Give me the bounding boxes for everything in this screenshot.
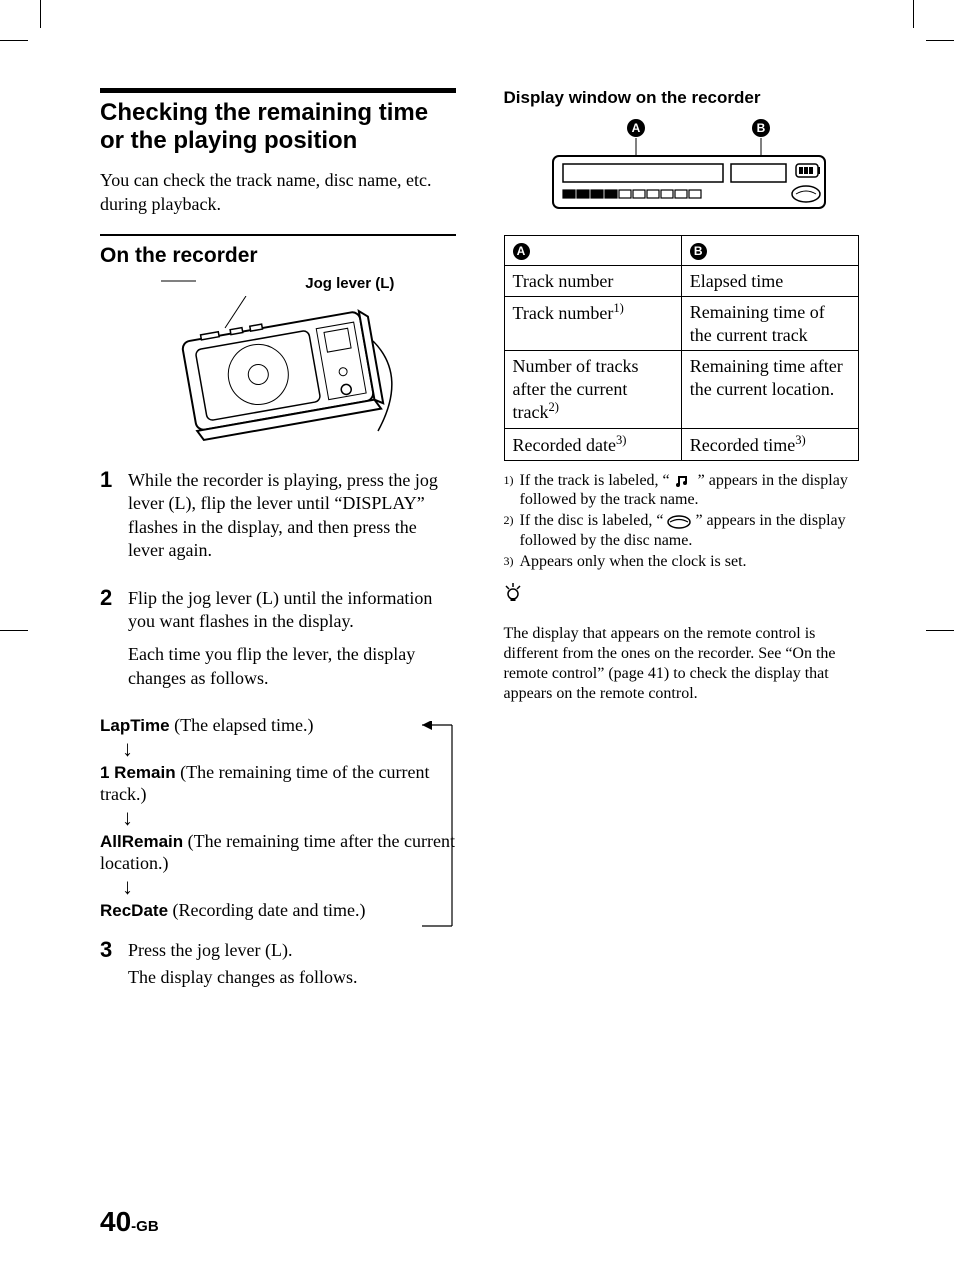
cell-b: Elapsed time <box>681 265 858 297</box>
step-text: The display changes as follows. <box>128 966 357 989</box>
footnote-mark: 1) <box>504 471 520 509</box>
table-row: Recorded date3) Recorded time3) <box>504 428 859 461</box>
mode-1remain: 1 Remain (The remaining time of the curr… <box>100 761 456 806</box>
tip-lightbulb-icon <box>504 583 860 608</box>
page-number-value: 40 <box>100 1206 131 1237</box>
svg-text:B: B <box>757 121 766 135</box>
main-heading: Checking the remaining time or the playi… <box>100 99 456 154</box>
footnote-3: 3) Appears only when the clock is set. <box>504 552 860 571</box>
table-row: Track number1) Remaining time of the cur… <box>504 297 859 351</box>
table-header-row: A B <box>504 236 859 266</box>
cell-b: Remaining time after the current locatio… <box>681 351 858 429</box>
down-arrow-icon: ↓ <box>122 876 456 898</box>
footnote-2: 2) If the disc is labeled, “ ” appears i… <box>504 511 860 549</box>
footnote-text: Appears only when the clock is set. <box>520 552 747 571</box>
display-window-illustration: A B <box>504 116 860 221</box>
footnote-text: If the disc is labeled, “ ” appears in t… <box>520 511 860 549</box>
mode-laptime: LapTime (The elapsed time.) <box>100 714 456 737</box>
page-number-suffix: -GB <box>131 1218 159 1235</box>
section-rule <box>100 234 456 236</box>
badge-a-icon: A <box>513 243 530 260</box>
page-number: 40-GB <box>100 1206 159 1238</box>
device-illustration <box>100 296 456 451</box>
disc-icon <box>667 515 691 529</box>
manual-page: Checking the remaining time or the playi… <box>0 0 954 1276</box>
badge-b-icon: B <box>690 243 707 260</box>
jog-label-text: Jog lever (L) <box>305 275 394 292</box>
step-text: Each time you flip the lever, the displa… <box>128 643 456 690</box>
footnote-mark: 3) <box>504 552 520 571</box>
crop-mark <box>926 630 954 631</box>
table-row: Number of tracks after the current track… <box>504 351 859 429</box>
crop-mark <box>0 630 28 631</box>
crop-mark <box>0 40 28 41</box>
mode-label: RecDate <box>100 901 168 920</box>
mode-recdate: RecDate (Recording date and time.) <box>100 899 456 922</box>
heading-rule <box>100 88 456 93</box>
return-arrow-icon <box>422 721 462 928</box>
music-note-icon <box>674 474 694 488</box>
step-number: 1 <box>100 469 128 573</box>
steps-list-continued: 3 Press the jog lever (L). The display c… <box>100 939 456 1000</box>
cell-b: Remaining time of the current track <box>681 297 858 351</box>
footnote-text: If the track is labeled, “ ” appears in … <box>520 471 860 509</box>
step-text: While the recorder is playing, press the… <box>128 469 456 563</box>
display-modes-cycle: LapTime (The elapsed time.) ↓ 1 Remain (… <box>100 714 456 921</box>
sub-heading: On the recorder <box>100 244 456 268</box>
mode-desc: (Recording date and time.) <box>168 900 365 920</box>
step-number: 2 <box>100 587 128 701</box>
step-number: 3 <box>100 939 128 1000</box>
cell-a: Track number <box>504 265 681 297</box>
jog-lever-label: Jog lever (L) <box>100 274 456 292</box>
leader-line <box>161 274 301 288</box>
crop-mark <box>926 40 954 41</box>
step-2: 2 Flip the jog lever (L) until the infor… <box>100 587 456 701</box>
mode-label: 1 Remain <box>100 763 176 782</box>
cell-a: Recorded date3) <box>504 428 681 461</box>
step-1: 1 While the recorder is playing, press t… <box>100 469 456 573</box>
step-3: 3 Press the jog lever (L). The display c… <box>100 939 456 1000</box>
cell-b: Recorded time3) <box>681 428 858 461</box>
footnotes: 1) If the track is labeled, “ ” appears … <box>504 471 860 571</box>
footnote-1: 1) If the track is labeled, “ ” appears … <box>504 471 860 509</box>
footnote-mark: 2) <box>504 511 520 549</box>
table-row: Track number Elapsed time <box>504 265 859 297</box>
crop-mark <box>40 0 41 28</box>
display-info-table: A B Track number Elapsed time Track numb… <box>504 235 860 461</box>
step-text: Press the jog lever (L). <box>128 939 357 962</box>
mode-label: AllRemain <box>100 832 183 851</box>
mode-desc: (The elapsed time.) <box>170 715 314 735</box>
mode-label: LapTime <box>100 716 170 735</box>
crop-mark <box>913 0 914 28</box>
mode-allremain: AllRemain (The remaining time after the … <box>100 830 456 875</box>
steps-list: 1 While the recorder is playing, press t… <box>100 469 456 700</box>
right-heading: Display window on the recorder <box>504 88 860 108</box>
down-arrow-icon: ↓ <box>122 807 456 829</box>
cell-a: Number of tracks after the current track… <box>504 351 681 429</box>
down-arrow-icon: ↓ <box>122 738 456 760</box>
cell-a: Track number1) <box>504 297 681 351</box>
right-column: Display window on the recorder A B <box>504 88 860 1014</box>
tip-text: The display that appears on the remote c… <box>504 624 860 704</box>
svg-text:A: A <box>632 121 641 135</box>
intro-text: You can check the track name, disc name,… <box>100 169 456 216</box>
step-text: Flip the jog lever (L) until the informa… <box>128 587 456 634</box>
left-column: Checking the remaining time or the playi… <box>100 88 456 1014</box>
